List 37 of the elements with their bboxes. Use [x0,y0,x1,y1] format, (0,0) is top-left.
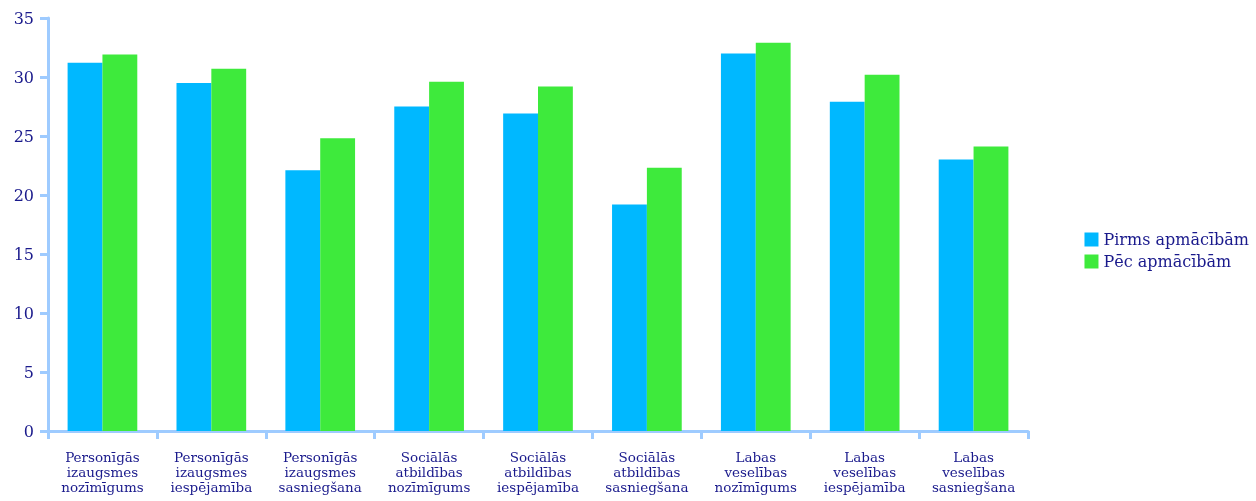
bar [720,53,756,431]
bar [864,74,900,431]
y-tick-label: 0 [23,421,34,441]
y-tick-label: 15 [13,244,34,264]
bar [67,62,103,431]
bar [973,146,1009,431]
bar [755,42,791,431]
y-tick-label: 5 [23,362,34,382]
legend-label: Pēc apmācībām [1103,252,1232,271]
bar [394,106,430,431]
bar [320,138,356,431]
x-tick-label: Labas veselības iespējamība [823,448,906,495]
bar [285,170,321,431]
bar [503,113,538,431]
bar [102,54,138,431]
legend-label: Pirms apmācībām [1103,230,1250,249]
bar [429,81,464,431]
x-tick-label: Personīgās izaugsmes iespējamība [170,448,253,495]
bar [829,101,865,431]
x-tick-label: Sociālās atbildības nozīmīgums [387,448,471,495]
x-tick-label: Labas veselības nozīmīgums [714,448,798,495]
bar [938,159,974,431]
x-tick-label: Sociālās atbildības iespējamība [497,448,579,495]
x-tick-label: Sociālās atbildības sasniegšana [605,448,689,495]
y-tick-label: 20 [13,185,34,205]
y-tick-label: 25 [13,126,34,146]
bar [176,82,212,431]
x-tick-label: Labas veselības sasniegšana [931,448,1016,495]
y-tick-label: 30 [13,67,34,87]
x-tick-label: Personīgās izaugsmes nozīmīgums [61,448,144,495]
bar [538,86,573,431]
y-tick-label: 35 [13,8,34,28]
bar [646,167,682,431]
x-tick-label: Personīgās izaugsmes sasniegšana [278,448,362,495]
bar [211,68,247,431]
y-tick-label: 10 [13,303,34,323]
bar [612,204,647,431]
